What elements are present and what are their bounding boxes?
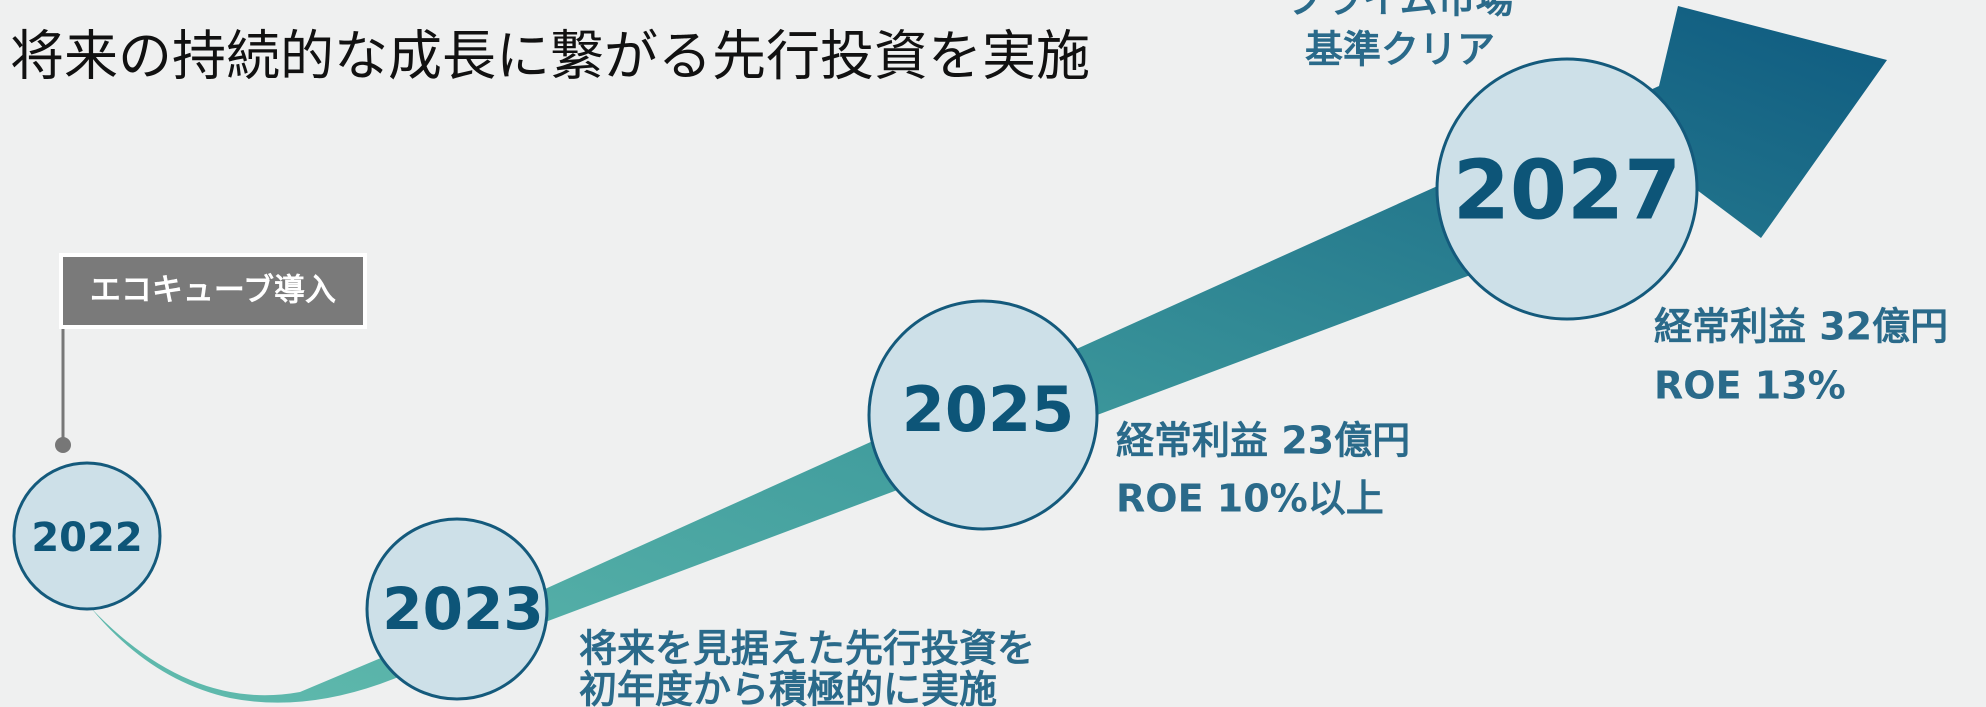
note: ROE 13% <box>1654 364 1846 408</box>
note: 将来を見据えた先行投資を <box>579 627 1035 671</box>
note: 経常利益 32億円 <box>1654 305 1948 349</box>
milestone-circle <box>365 517 549 701</box>
milestone-circle <box>12 461 162 611</box>
title: 将来の持続的な成長に繋がる先行投資を実施 <box>10 25 1090 88</box>
callout-text: エコキューブ導入 <box>90 273 336 309</box>
milestone-circle <box>1435 57 1699 321</box>
milestone-circle <box>867 299 1099 531</box>
milestone-2023: 2023 <box>365 517 549 701</box>
note: ROE 10%以上 <box>1116 477 1384 521</box>
year: 2027 <box>1453 143 1681 238</box>
note: 経常利益 23億円 <box>1116 419 1410 463</box>
year: 2025 <box>902 373 1075 446</box>
milestone-2022: 2022 <box>12 461 162 611</box>
year: 2022 <box>31 515 142 561</box>
top-note: プライム市場 <box>1286 0 1513 22</box>
growth-arrow <box>91 6 1887 703</box>
callout-box <box>63 257 363 325</box>
milestone-2027: 2027 <box>1435 57 1699 321</box>
top-note: 基準クリア <box>1305 28 1495 72</box>
year: 2023 <box>382 575 543 643</box>
milestone-2025: 2025 <box>867 299 1099 531</box>
note: 初年度から積極的に実施 <box>579 668 997 707</box>
callout-dot <box>55 437 71 453</box>
